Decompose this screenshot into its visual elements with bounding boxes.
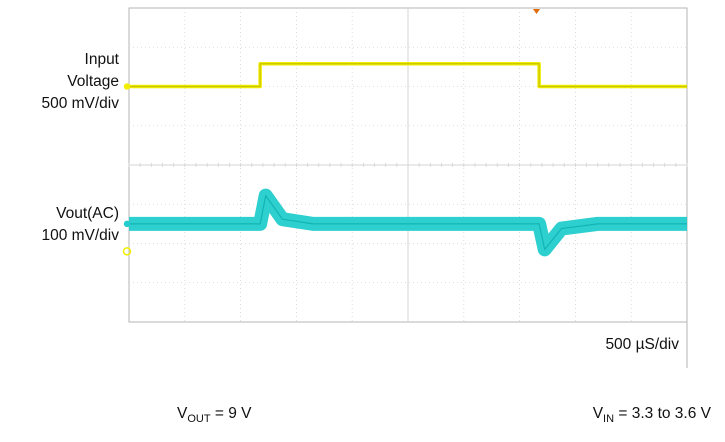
ch1-label: Input Voltage 500 mV/div [41, 49, 119, 115]
ground-reference-marker-icon [122, 247, 132, 256]
ch1-label-line2: Voltage [67, 73, 119, 90]
ch1-scale: 500 mV/div [41, 95, 119, 112]
vout-ac-core [129, 195, 687, 250]
channel-1-marker-icon [123, 83, 131, 90]
channel-2-marker-icon [123, 220, 131, 228]
vout-value: = 9 V [210, 405, 252, 422]
vin-condition: VIN = 3.3 to 3.6 V [593, 405, 711, 425]
vout-condition: VOUT = 9 V [177, 405, 252, 425]
vin-symbol: V [592, 405, 604, 422]
input-voltage-core [129, 63, 687, 88]
ch1-label-line1: Input [84, 51, 119, 68]
channel-markers [122, 83, 132, 256]
trigger-marker-icon [533, 9, 540, 14]
ch2-scale: 100 mV/div [41, 227, 119, 244]
time-scale-label: 500 µS/div [605, 336, 679, 353]
ch2-label-line1: Vout(AC) [56, 205, 119, 222]
vin-subscript: IN [603, 413, 615, 425]
ch2-label: Vout(AC) 100 mV/div [41, 203, 119, 247]
vout-subscript: OUT [187, 413, 211, 425]
scope-traces [129, 61, 687, 257]
vout-symbol: V [177, 405, 188, 422]
vin-value: = 3.3 to 3.6 V [614, 405, 711, 422]
